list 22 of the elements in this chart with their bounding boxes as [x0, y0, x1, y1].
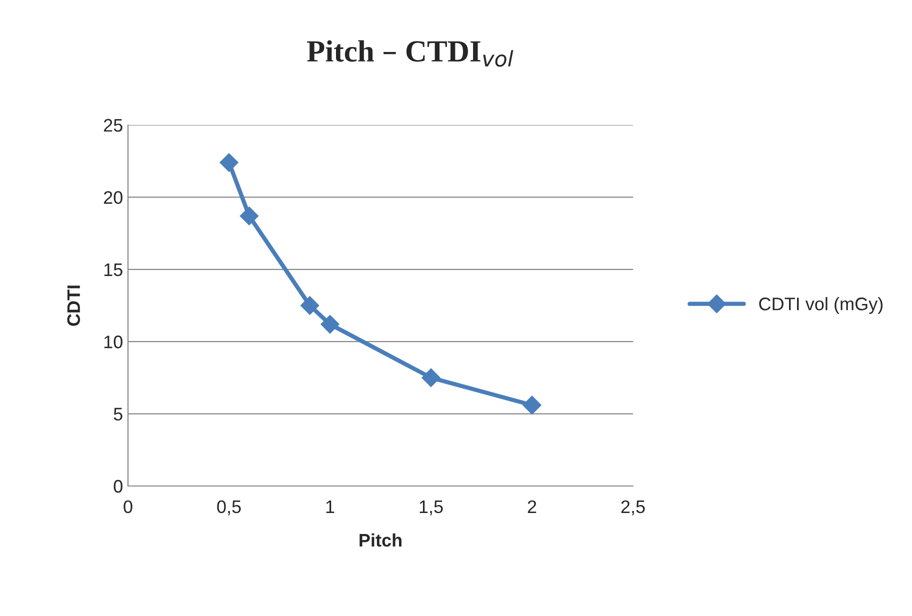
x-axis-title: Pitch	[360, 533, 402, 547]
x-tick-label: 2,5	[621, 500, 645, 516]
x-tick-label: 0	[124, 500, 132, 514]
point	[522, 396, 542, 414]
y-tick-label: 20	[104, 191, 122, 204]
x-tick-label: 1,5	[420, 500, 443, 516]
x-tick-label: 1	[326, 500, 334, 513]
chart-title: Pitch – CTDI$_{vol}$	[307, 40, 514, 67]
y-axis-title: CDTI	[67, 286, 80, 326]
point	[320, 314, 340, 334]
y-tick-label: 10	[104, 336, 122, 348]
y-tick-label: 25	[104, 118, 122, 132]
y-tick-label: 15	[104, 264, 122, 276]
point	[422, 368, 440, 388]
y-tick-label: 0	[114, 480, 122, 493]
point	[220, 153, 238, 172]
x-tick-label: 0,5	[217, 500, 241, 516]
y-tick-label: 5	[114, 408, 122, 421]
point	[300, 296, 320, 315]
legend-label: CDTI vol (mGy)	[759, 297, 883, 314]
x-tick-label: 2	[528, 500, 536, 513]
point	[240, 206, 259, 226]
